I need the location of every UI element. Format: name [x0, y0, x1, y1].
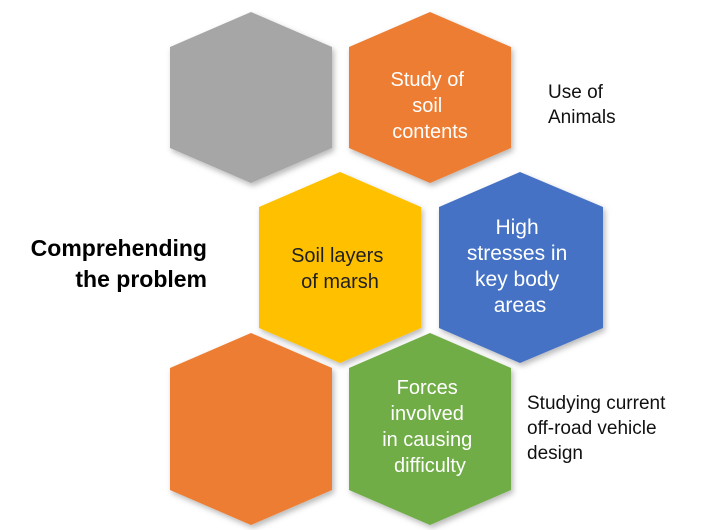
hex-high-stresses-line-4: areas: [494, 294, 547, 317]
hex-orange-blank-shape: [170, 333, 332, 525]
hex-study-soil-line-1: Study of: [391, 69, 465, 91]
hex-study-soil: Study of soil contents: [349, 12, 511, 183]
hex-forces-line-4: difficulty: [394, 455, 466, 477]
hex-forces-line-1: Forces: [397, 377, 458, 399]
hex-study-soil-line-3: contents: [392, 121, 468, 143]
hex-study-soil-line-2: soil: [412, 95, 442, 117]
hex-study-soil-shape: [349, 12, 511, 183]
use-of-animals-label: Use of Animals: [548, 80, 616, 130]
hex-gray: [170, 12, 332, 183]
svg-text:Study of soil cont: Study of soil contents: [391, 69, 470, 143]
hex-forces-line-3: in causing: [382, 429, 472, 451]
svg-text:Soil layers of marsh: Soil layers of marsh: [291, 245, 389, 293]
svg-text:Forces involved in: Forces involved in causing difficulty: [382, 377, 478, 477]
hex-forces-shape: [349, 333, 511, 525]
hex-soil-layers: Soil layers of marsh: [259, 172, 421, 363]
hex-high-stresses-shape: [439, 172, 603, 363]
svg-text:High stresses in k: High stresses in key body areas: [467, 216, 573, 317]
studying-current-line-3: design: [527, 443, 583, 464]
hex-high-stresses-line-1: High: [495, 216, 538, 239]
hex-orange-blank: [170, 333, 332, 525]
hex-high-stresses-line-3: key body: [475, 268, 560, 291]
use-of-animals-line-2: Animals: [548, 107, 616, 128]
main-title-line-1: Comprehending: [30, 235, 207, 261]
hex-high-stresses-line-2: stresses in: [467, 242, 567, 265]
main-title: Comprehending the problem: [31, 233, 207, 295]
hex-forces-line-2: involved: [391, 403, 464, 425]
main-title-line-2: the problem: [75, 266, 207, 292]
hex-soil-layers-line-2: of marsh: [301, 271, 379, 293]
use-of-animals-line-1: Use of: [548, 82, 603, 103]
hex-high-stresses: High stresses in key body areas: [439, 172, 603, 363]
hex-soil-layers-shape: [259, 172, 421, 363]
studying-current-line-2: off-road vehicle: [527, 418, 657, 439]
hex-gray-shape: [170, 12, 332, 183]
studying-current-line-1: Studying current: [527, 393, 666, 414]
hex-forces: Forces involved in causing difficulty: [349, 333, 511, 525]
hex-soil-layers-line-1: Soil layers: [291, 245, 383, 267]
studying-current-label: Studying current off-road vehicle design: [527, 391, 665, 466]
